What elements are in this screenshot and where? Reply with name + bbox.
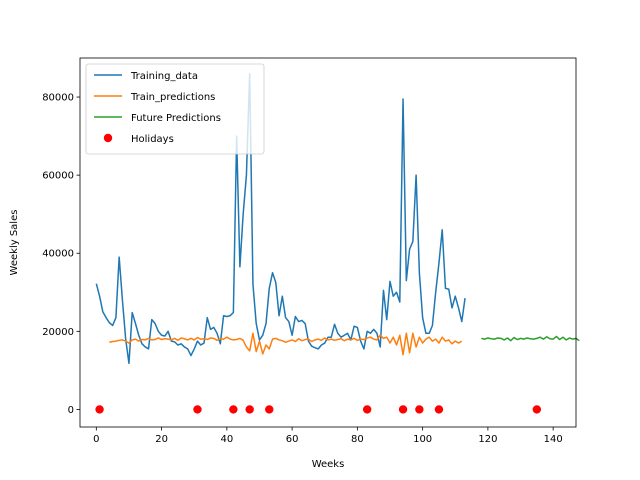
y-tick-label: 0 [68,405,74,416]
x-axis-label: Weeks [312,459,345,470]
series-line-training-data [95,72,466,365]
legend-box [85,63,265,155]
x-tick-label: 20 [155,434,168,445]
holiday-marker [193,405,202,414]
holiday-marker [532,405,542,414]
x-tick-label: 120 [478,434,497,445]
holiday-marker [415,405,424,414]
x-tick-label: 80 [351,434,364,445]
holiday-marker [229,405,238,414]
legend: Training_data Train_predictions Future Pre… [85,63,265,155]
y-tick-label: 40000 [42,249,74,260]
y-tick-label: 80000 [42,93,74,104]
holiday-marker [95,405,104,414]
ticks-layer: 0 20 40 60 80 100 120 140 0 20000 40000 60000 80000 [42,93,563,445]
x-tick-label: 0 [93,434,99,445]
legend-label: Train_predictions [130,92,215,103]
legend-label: Future Predictions [131,113,221,124]
x-tick-label: 140 [544,434,563,445]
y-tick-label: 20000 [42,327,74,338]
series-line-future-predictions [481,335,580,342]
holiday-marker [362,405,372,414]
holiday-marker [434,405,444,414]
legend-label: Holidays [131,134,174,145]
series-layer [95,72,580,414]
series-line-train-predictions [109,332,463,356]
holiday-marker [265,405,274,414]
legend-label: Training_data [130,71,198,82]
plot-area-frame [79,57,577,428]
holiday-marker [398,405,408,414]
x-tick-label: 60 [286,434,299,445]
legend-swatch [103,133,113,143]
y-axis-label: Weekly Sales [9,210,20,276]
x-tick-label: 100 [413,434,432,445]
y-tick-label: 60000 [42,171,74,182]
holiday-marker [245,405,254,414]
x-tick-label: 40 [220,434,233,445]
